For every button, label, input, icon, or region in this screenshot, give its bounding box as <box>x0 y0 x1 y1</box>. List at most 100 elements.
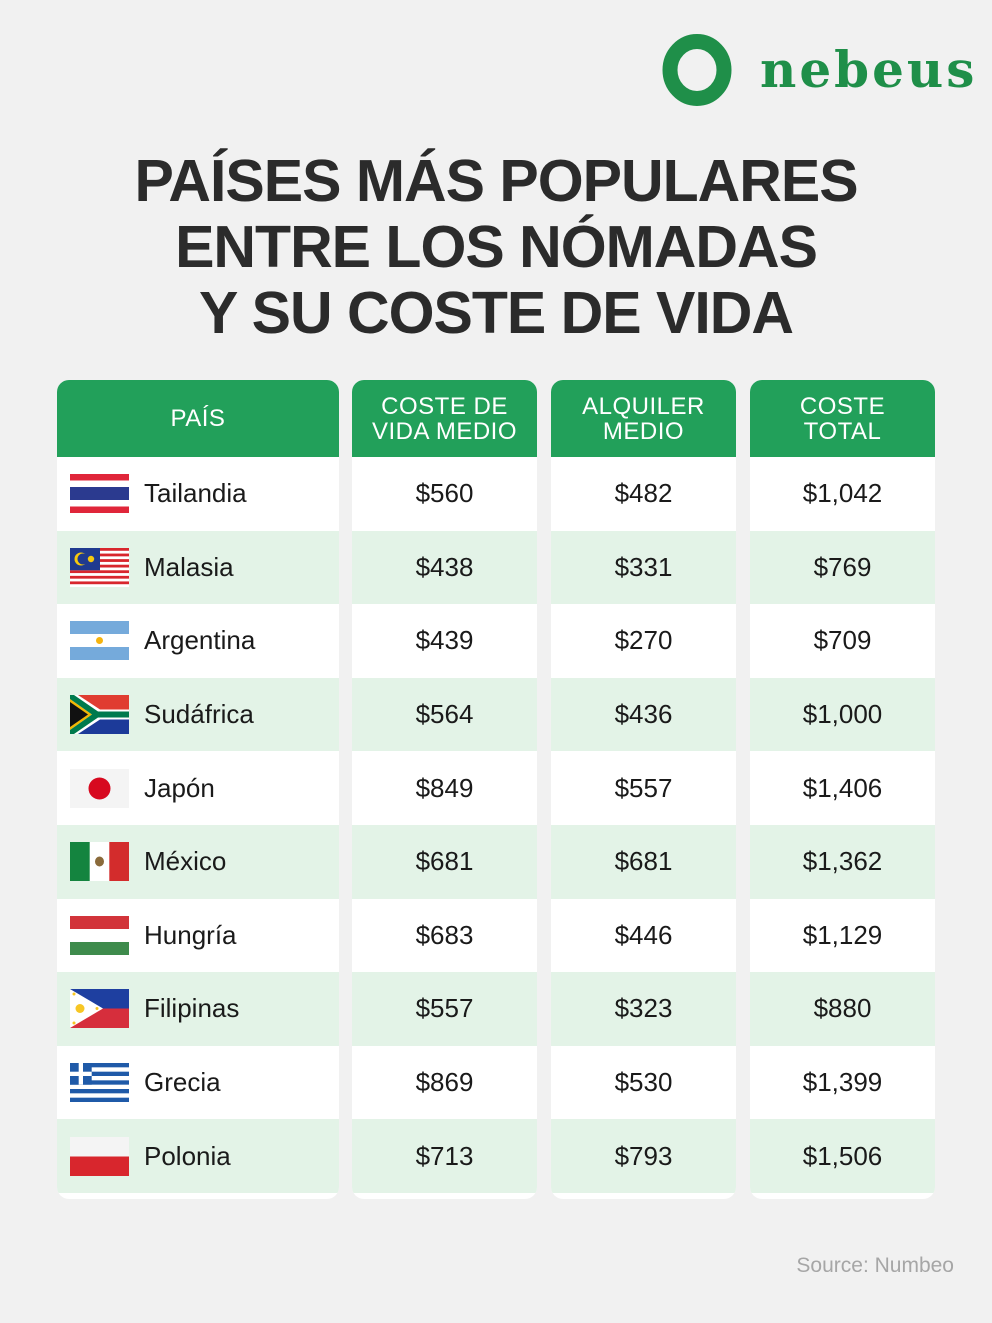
country-cell: Tailandia <box>57 457 339 531</box>
country-cell: Malasia <box>57 530 339 605</box>
malaysia-flag-icon <box>70 547 129 587</box>
total-cell: $1,406 <box>750 751 935 825</box>
country-cell-text: Malasia <box>144 551 234 582</box>
country-cell-text: Sudáfrica <box>144 699 254 730</box>
rent-cell-text: $436 <box>614 699 673 730</box>
rent-cell-text: $681 <box>614 846 673 877</box>
japan-flag-icon <box>70 768 129 808</box>
country-cell-text: Japón <box>144 772 215 803</box>
cost-cell: $681 <box>352 824 537 899</box>
country-cell-text: México <box>144 846 227 877</box>
country-cells: Tailandia Malasia Argentina Sudáfrica Japón M… <box>57 457 339 1193</box>
title-line-3: Y SU COSTE DE VIDA <box>199 280 794 346</box>
country-cell: Polonia <box>57 1119 339 1193</box>
rent-cell: $530 <box>551 1046 736 1120</box>
total-cell-text: $1,399 <box>802 1067 883 1098</box>
cost-cell: $849 <box>352 751 537 825</box>
cost-cell: $560 <box>352 457 537 531</box>
total-cell-text: $1,042 <box>802 478 883 509</box>
philippines-flag-icon <box>70 989 129 1029</box>
country-cell: Sudáfrica <box>57 677 339 752</box>
rent-cell: $557 <box>551 751 736 825</box>
rent-cell-text: $323 <box>614 993 673 1024</box>
cost-cells: $560 $438 $439 $564 $849 $681 $683 $557 $869 $713 <box>352 457 537 1193</box>
country-cell-text: Argentina <box>144 625 256 656</box>
page-title: PAÍSES MÁS POPULARES ENTRE LOS NÓMADAS Y… <box>0 148 992 346</box>
thailand-flag-icon <box>70 474 129 514</box>
country-cell: Filipinas <box>57 972 339 1046</box>
cost-cell-text: $557 <box>415 993 474 1024</box>
cost-cell: $439 <box>352 604 537 678</box>
rent-cell-text: $446 <box>614 919 673 950</box>
country-cell-text: Grecia <box>144 1067 221 1098</box>
rent-cell-text: $530 <box>614 1067 673 1098</box>
rent-cell-text: $331 <box>614 551 673 582</box>
total-cell-text: $880 <box>813 993 872 1024</box>
cost-cell: $713 <box>352 1119 537 1193</box>
nebeus-logo-icon <box>662 34 732 106</box>
country-cell-text: Tailandia <box>144 478 247 509</box>
country-cell: Argentina <box>57 604 339 678</box>
total-cell: $1,506 <box>750 1119 935 1193</box>
total-cell: $1,042 <box>750 457 935 531</box>
cost-cell-text: $681 <box>415 846 474 877</box>
total-cell: $709 <box>750 604 935 678</box>
country-cell: México <box>57 824 339 899</box>
total-cell: $1,000 <box>750 677 935 752</box>
country-cell-text: Polonia <box>144 1140 231 1171</box>
total-cell-text: $1,000 <box>802 699 883 730</box>
rent-cell: $331 <box>551 530 736 605</box>
total-cell: $769 <box>750 530 935 605</box>
cost-cell: $438 <box>352 530 537 605</box>
cost-header: COSTE DE VIDA MEDIO <box>352 380 537 457</box>
rent-cell: $793 <box>551 1119 736 1193</box>
brand-name: nebeus <box>760 40 978 99</box>
source-note: Source: Numbeo <box>796 1254 954 1277</box>
total-header: COSTE TOTAL <box>750 380 935 457</box>
cost-cell-text: $564 <box>415 699 474 730</box>
cost-cell-text: $439 <box>415 625 474 656</box>
total-cell: $1,399 <box>750 1046 935 1120</box>
title-line-1: PAÍSES MÁS POPULARES <box>134 148 858 214</box>
cost-cell-text: $849 <box>415 772 474 803</box>
country-cell-text: Filipinas <box>144 993 240 1024</box>
cost-cell: $683 <box>352 899 537 973</box>
rent-cell: $681 <box>551 824 736 899</box>
south-africa-flag-icon <box>70 695 129 735</box>
rent-cells: $482 $331 $270 $436 $557 $681 $446 $323 $530 $793 <box>551 457 736 1193</box>
total-cell: $1,129 <box>750 899 935 973</box>
country-cell: Hungría <box>57 899 339 973</box>
rent-column: ALQUILER MEDIO $482 $331 $270 $436 $557 $681 $… <box>551 380 736 1199</box>
rent-cell-text: $482 <box>614 478 673 509</box>
cost-cell-text: $560 <box>415 478 474 509</box>
country-header: PAÍS <box>57 380 339 457</box>
country-column: PAÍS Tailandia Malasia Argentina Sudáfrica J… <box>57 380 339 1199</box>
mexico-flag-icon <box>70 842 129 882</box>
country-cell: Japón <box>57 751 339 825</box>
argentina-flag-icon <box>70 621 129 661</box>
total-cell-text: $1,406 <box>802 772 883 803</box>
country-cell: Grecia <box>57 1046 339 1120</box>
total-cell-text: $769 <box>813 551 872 582</box>
rent-cell-text: $270 <box>614 625 673 656</box>
rent-header: ALQUILER MEDIO <box>551 380 736 457</box>
total-column: COSTE TOTAL $1,042 $769 $709 $1,000 $1,406 $1… <box>750 380 935 1199</box>
cost-cell-text: $438 <box>415 551 474 582</box>
total-cell: $1,362 <box>750 824 935 899</box>
rent-cell: $446 <box>551 899 736 973</box>
total-cell: $880 <box>750 972 935 1046</box>
hungary-flag-icon <box>70 915 129 955</box>
title-line-2: ENTRE LOS NÓMADAS <box>175 214 818 280</box>
rent-cell: $436 <box>551 677 736 752</box>
rent-cell: $482 <box>551 457 736 531</box>
cost-cell: $564 <box>352 677 537 752</box>
cost-column: COSTE DE VIDA MEDIO $560 $438 $439 $564 $849… <box>352 380 537 1199</box>
brand-logo: nebeus <box>662 34 977 106</box>
greece-flag-icon <box>70 1063 129 1103</box>
cost-cell-text: $683 <box>415 919 474 950</box>
country-cell-text: Hungría <box>144 919 237 950</box>
rent-cell: $270 <box>551 604 736 678</box>
total-cell-text: $1,129 <box>802 919 883 950</box>
rent-cell-text: $557 <box>614 772 673 803</box>
total-cell-text: $1,506 <box>802 1140 883 1171</box>
